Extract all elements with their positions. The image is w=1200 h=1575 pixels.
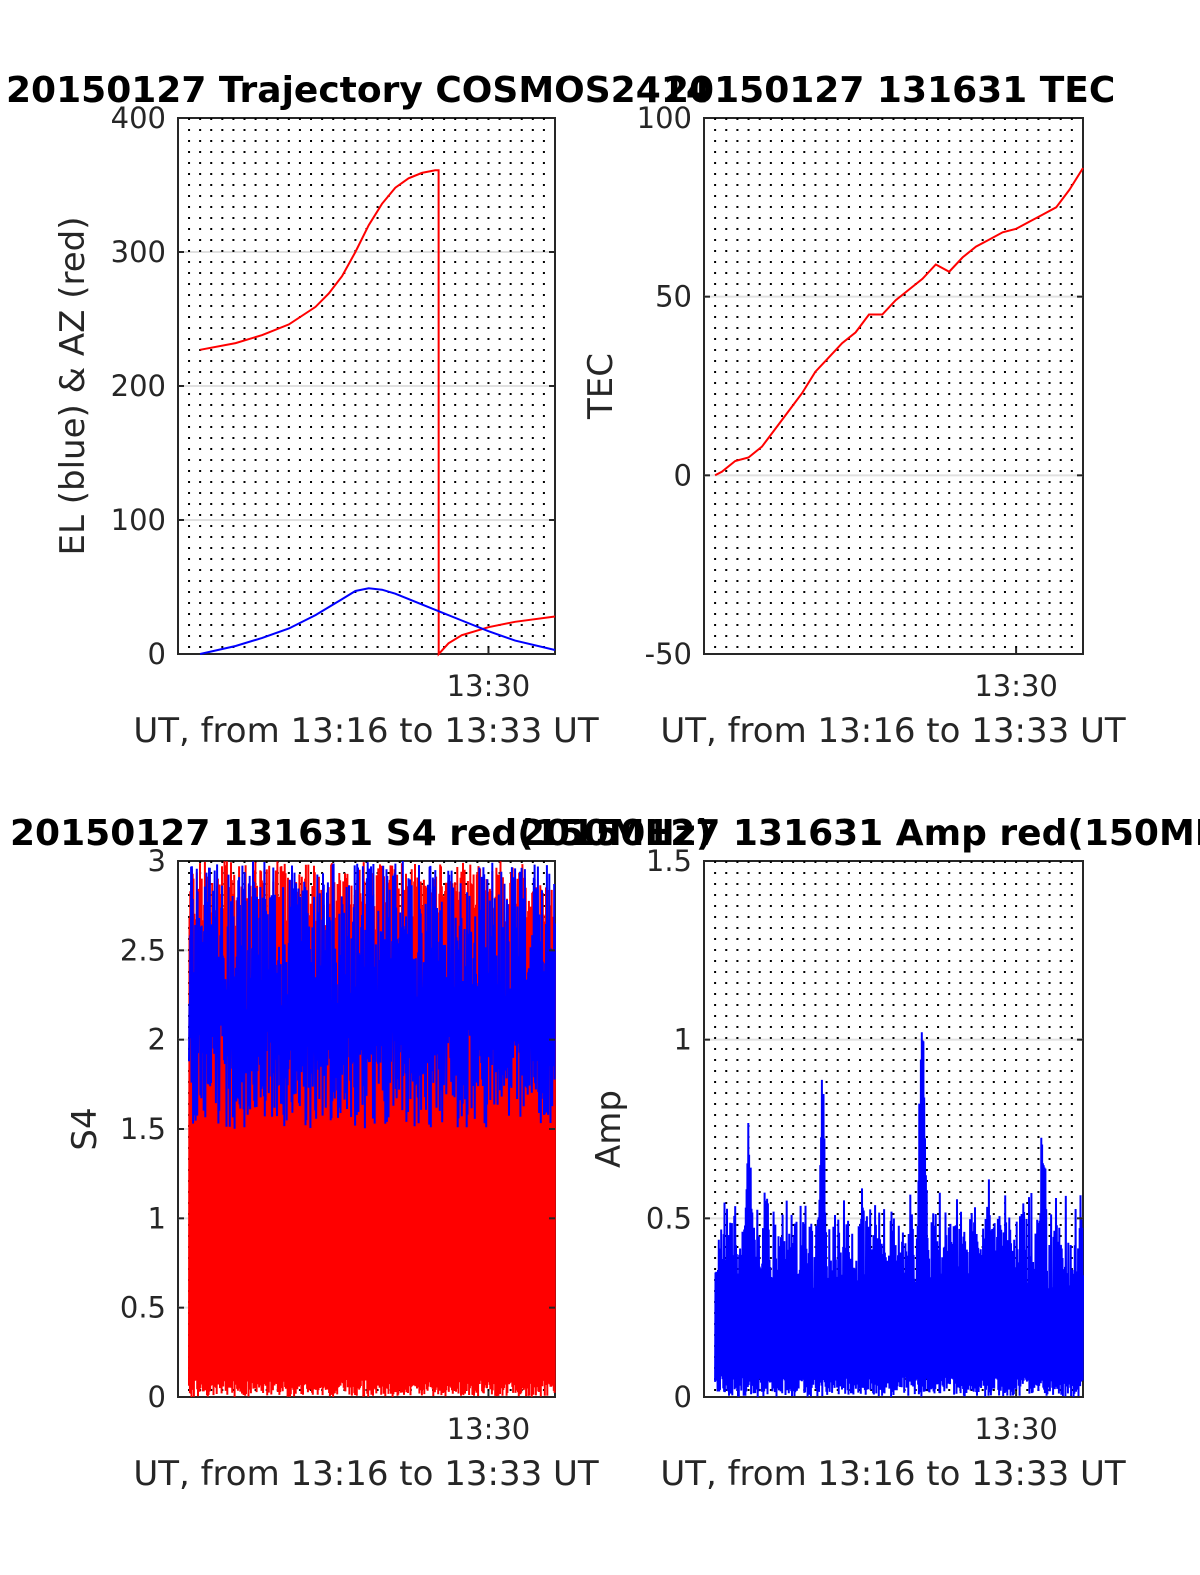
y-tick-label: 0.5 xyxy=(120,1291,166,1325)
x-axis-label: UT, from 13:16 to 13:33 UT xyxy=(133,711,599,751)
y-axis-label: S4 xyxy=(65,1107,105,1150)
x-tick-label: 13:30 xyxy=(447,1412,531,1446)
y-tick-label: 1.5 xyxy=(646,844,692,878)
x-axis-label: UT, from 13:16 to 13:33 UT xyxy=(133,1454,599,1494)
y-tick-label: 0 xyxy=(674,1380,692,1414)
x-tick-label: 13:30 xyxy=(974,669,1058,703)
y-tick-label: 0.5 xyxy=(646,1201,692,1235)
y-tick-label: 2 xyxy=(148,1023,166,1057)
series-line xyxy=(199,587,556,655)
x-axis-label: UT, from 13:16 to 13:33 UT xyxy=(660,1454,1126,1494)
series-line xyxy=(188,860,556,1129)
y-tick-label: 0 xyxy=(148,1380,166,1414)
x-axis-label: UT, from 13:16 to 13:33 UT xyxy=(660,711,1126,751)
s4-panel: 0 0.5 1 1.5 2 2.5 3 13:30 20150127 131631 S4 re… xyxy=(10,813,712,1494)
x-tick-label: 13:30 xyxy=(447,669,531,703)
y-axis-label: Amp xyxy=(589,1090,629,1168)
y-tick-label: 1 xyxy=(148,1201,166,1235)
chart-title: 20150127 131631 Amp red(150MHz) xyxy=(520,813,1200,854)
y-tick-label: 200 xyxy=(111,369,166,403)
trajectory-panel: 0 100 200 300 400 13:30 20150127 Trajectory C… xyxy=(6,70,711,751)
amp-panel: 0 0.5 1 1.5 13:30 20150127 131631 Amp red(15… xyxy=(520,813,1200,1494)
y-tick-label: -50 xyxy=(645,637,692,671)
y-axis-label: EL (blue) & AZ (red) xyxy=(53,216,93,555)
plot-area-frame xyxy=(703,117,1084,655)
y-tick-label: 100 xyxy=(111,503,166,537)
y-tick-label: 0 xyxy=(148,637,166,671)
y-tick-label: 300 xyxy=(111,235,166,269)
y-tick-label: 2.5 xyxy=(120,933,166,967)
y-tick-label: 400 xyxy=(111,101,166,135)
y-tick-label: 0 xyxy=(674,458,692,492)
series-line xyxy=(199,169,556,657)
chart-title: 20150127 131631 S4 red(150MHz) xyxy=(10,813,712,854)
y-axis-label: TEC xyxy=(581,353,621,420)
x-tick-label: 13:30 xyxy=(974,1412,1058,1446)
y-tick-label: 1 xyxy=(674,1023,692,1057)
y-tick-label: 1.5 xyxy=(120,1112,166,1146)
chart-title: 20150127 Trajectory COSMOS2414 xyxy=(6,70,711,111)
chart-title: 20150127 131631 TEC xyxy=(664,70,1115,111)
y-tick-label: 50 xyxy=(655,280,692,314)
y-tick-label: 3 xyxy=(148,844,166,878)
series-line xyxy=(714,1032,1084,1398)
series-line xyxy=(714,167,1084,477)
y-tick-label: 100 xyxy=(637,101,692,135)
tec-panel: -50 0 50 100 13:30 20150127 131631 TEC UT, f… xyxy=(581,70,1126,751)
